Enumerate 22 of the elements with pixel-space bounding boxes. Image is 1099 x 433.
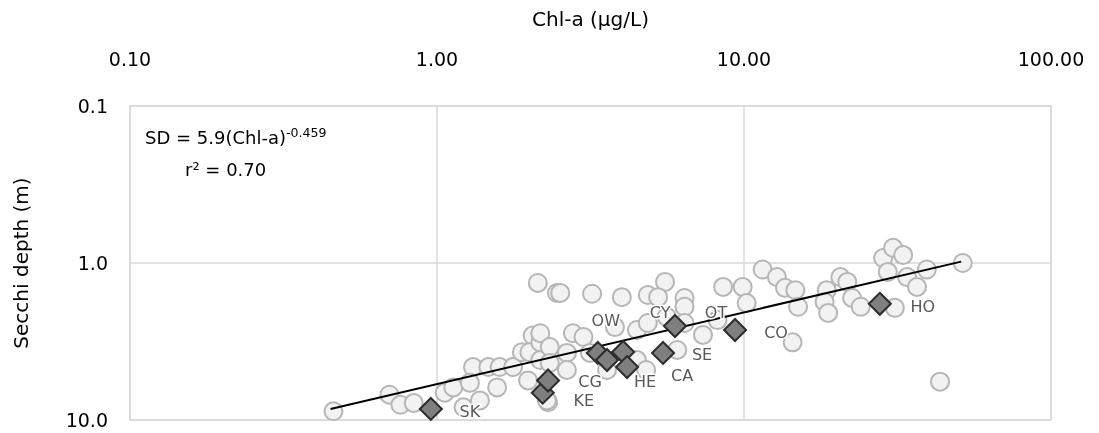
y-tick-label: 10.0 [65, 409, 108, 431]
annotation: CO [764, 322, 788, 342]
annotation: SE [691, 344, 713, 364]
x-axis-title: Chl-a (µg/L) [532, 7, 649, 31]
annotation: OW [591, 310, 621, 330]
y-tick-label: 0.1 [77, 95, 108, 117]
y-axis-title: Secchi depth (m) [9, 177, 33, 349]
annotation: SK [459, 401, 481, 421]
x-tick-label: 100.00 [1017, 48, 1085, 70]
y-tick-label: 1.0 [77, 252, 108, 274]
annotation: CA [671, 366, 694, 386]
x-tick-label: 0.10 [108, 48, 152, 70]
annotation: HO [910, 296, 936, 316]
x-tick-label: 10.00 [716, 48, 772, 70]
annotation: r² = 0.70 [185, 159, 267, 180]
annotation: CY [649, 303, 671, 323]
annotation: CG [578, 372, 602, 392]
annotation: SD = 5.9(Chl-a)$^{-0.459}$ [145, 124, 327, 148]
annotation: HE [633, 372, 657, 392]
x-tick-label: 1.00 [415, 48, 459, 70]
annotation: KE [573, 390, 595, 410]
annotation: OT [704, 303, 728, 323]
